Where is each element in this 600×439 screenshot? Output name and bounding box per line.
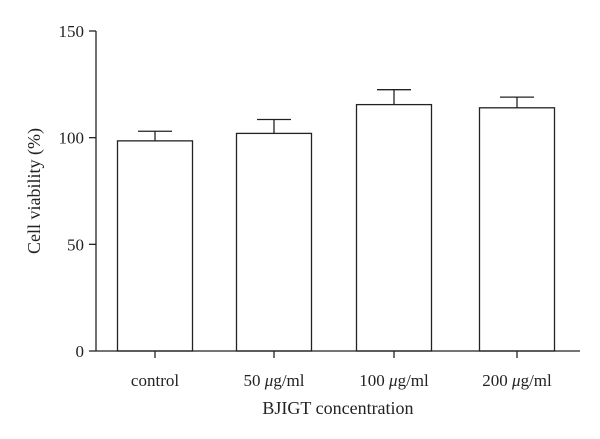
bar bbox=[478, 107, 556, 352]
x-tick-label: 100 μg/ml bbox=[359, 371, 429, 390]
y-tick-label: 150 bbox=[59, 22, 85, 41]
y-axis-title: Cell viability (%) bbox=[24, 128, 45, 254]
plot-area bbox=[116, 89, 556, 352]
bar bbox=[355, 103, 433, 352]
x-axis-title: BJIGT concentration bbox=[262, 398, 413, 418]
x-tick-label: control bbox=[131, 371, 179, 390]
bar bbox=[116, 140, 194, 352]
x-axis-ticks: control 50 μg/ml 100 μg/ml 200 μg/ml bbox=[131, 351, 552, 390]
bar bbox=[235, 132, 313, 352]
y-tick-label: 0 bbox=[76, 342, 85, 361]
y-tick-label: 50 bbox=[67, 235, 84, 254]
x-tick-label: 50 μg/ml bbox=[244, 371, 305, 390]
y-tick-label: 100 bbox=[59, 129, 85, 148]
x-tick-label: 200 μg/ml bbox=[482, 371, 552, 390]
y-axis-ticks: 0 50 100 150 bbox=[59, 22, 96, 361]
